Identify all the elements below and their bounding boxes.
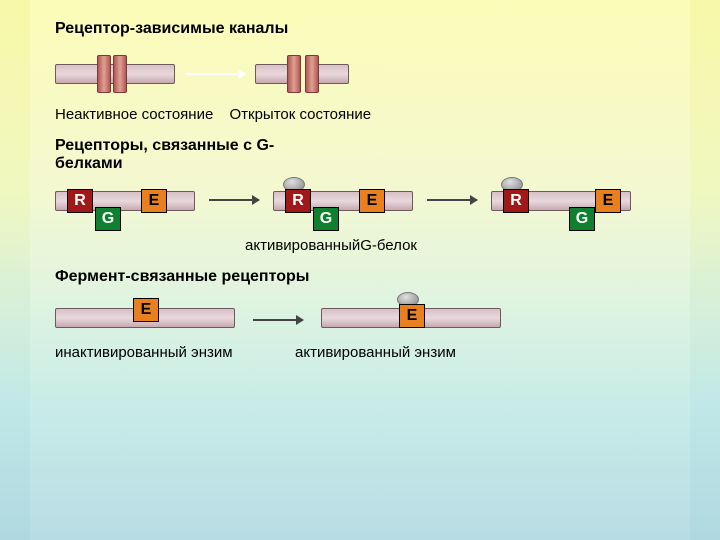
label-E: E bbox=[359, 189, 385, 213]
enzyme-inactive-label: инактивированный энзим bbox=[55, 344, 295, 361]
label-E: E bbox=[399, 304, 425, 328]
label-G: G bbox=[313, 207, 339, 231]
label-R: R bbox=[503, 189, 529, 213]
g-unit-activated: R E G bbox=[491, 185, 631, 231]
label-R: R bbox=[67, 189, 93, 213]
label-G: G bbox=[95, 207, 121, 231]
arrow-icon bbox=[209, 199, 259, 201]
enzyme-row: E E bbox=[55, 298, 665, 338]
enzyme-labels: инактивированный энзим активированный эн… bbox=[55, 344, 665, 361]
g-unit-inactive: R G E bbox=[55, 185, 195, 231]
section3-title: Фермент-связанные рецепторы bbox=[55, 268, 665, 286]
label-E: E bbox=[141, 189, 167, 213]
channel-closed bbox=[55, 54, 175, 94]
section2-title: Рецепторы, связанные с G-белками bbox=[55, 137, 335, 173]
state-open-label: Открыток состояние bbox=[229, 106, 371, 123]
enzyme-active-label: активированный энзим bbox=[295, 344, 456, 361]
enzyme-inactive: E bbox=[55, 298, 235, 338]
channel-diagram-row bbox=[55, 54, 665, 94]
label-E: E bbox=[133, 298, 159, 322]
arrow-icon bbox=[427, 199, 477, 201]
g-unit-ligand: R G E bbox=[273, 185, 413, 231]
label-G: G bbox=[569, 207, 595, 231]
enzyme-active: E bbox=[321, 298, 501, 338]
state-inactive-label: Неактивное состояние bbox=[55, 106, 213, 123]
label-E: E bbox=[595, 189, 621, 213]
g-protein-row: R G E R G E R E G bbox=[55, 185, 665, 231]
label-R: R bbox=[285, 189, 311, 213]
channel-open bbox=[255, 54, 355, 94]
g-caption: активированныйG-белок bbox=[245, 237, 665, 254]
section1-title: Рецептор-зависимые каналы bbox=[55, 20, 665, 38]
state-labels: Неактивное состояние Открыток состояние bbox=[55, 106, 665, 123]
arrow-icon bbox=[185, 73, 245, 75]
arrow-icon bbox=[253, 319, 303, 321]
